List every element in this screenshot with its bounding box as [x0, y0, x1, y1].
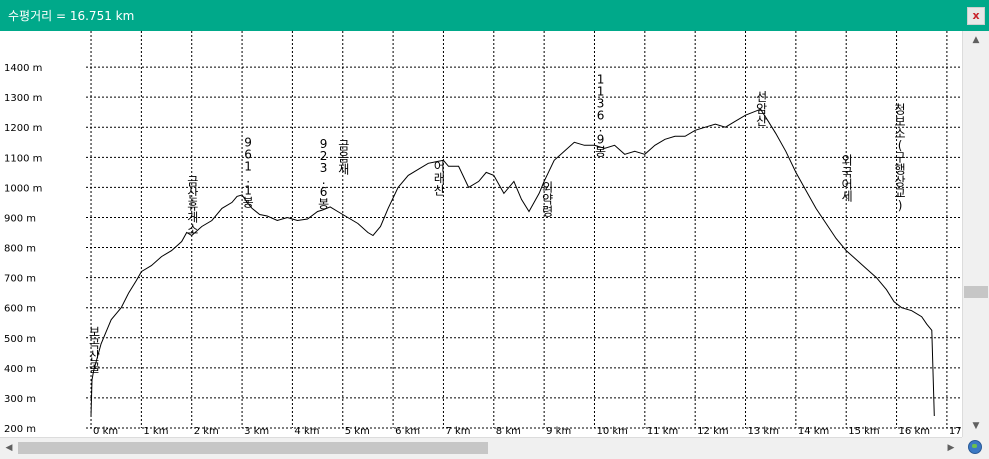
x-tick-label: 12 km: [697, 426, 728, 437]
x-tick-label: 1 km: [143, 426, 168, 437]
x-tick-label: 2 km: [194, 426, 219, 437]
x-tick-label: 5 km: [345, 426, 370, 437]
window-title: 수평거리 = 16.751 km: [8, 9, 135, 23]
x-tick-label: 17 km: [949, 426, 962, 437]
x-tick-label: 7 km: [445, 426, 470, 437]
elevation-profile-svg: 200 m 300 m 400 m 500 m 600 m 700 m 800 m 900 m…: [4, 31, 962, 437]
x-tick-label: 14 km: [798, 426, 829, 437]
peak-annotation: 청 보 소(구 행 상 교): [895, 102, 906, 212]
elevation-profile-chart: 200 m 300 m 400 m 500 m 600 m 700 m 800 m 900 m…: [0, 31, 962, 437]
window-titlebar: 수평거리 = 16.751 km x: [0, 0, 989, 31]
x-tick-label: 6 km: [395, 426, 420, 437]
vertical-scrollbar[interactable]: ▲ ▼: [962, 31, 989, 437]
globe-icon[interactable]: [968, 440, 982, 454]
vertical-scroll-thumb[interactable]: [964, 286, 988, 298]
y-tick-label: 200 m: [4, 424, 36, 435]
x-tick-label: 9 km: [546, 426, 571, 437]
y-tick-label: 800 m: [4, 244, 36, 255]
x-tick-label: 15 km: [848, 426, 879, 437]
x-tick-label: 0 km: [93, 426, 118, 437]
close-button[interactable]: x: [967, 7, 985, 25]
y-tick-label: 300 m: [4, 394, 36, 405]
x-tick-label: 13 km: [748, 426, 779, 437]
scroll-down-arrow-icon[interactable]: ▼: [972, 421, 980, 431]
y-tick-label: 900 m: [4, 213, 36, 224]
elevation-profile-line: [90, 108, 935, 417]
x-tick-label: 11 km: [647, 426, 678, 437]
y-tick-label: 1300 m: [4, 93, 42, 104]
scroll-left-arrow-icon[interactable]: ◀: [5, 443, 13, 453]
y-tick-label: 700 m: [4, 274, 36, 285]
scroll-right-arrow-icon[interactable]: ▶: [947, 443, 955, 453]
x-tick-label: 10 km: [596, 426, 627, 437]
y-tick-label: 1400 m: [4, 63, 42, 74]
y-tick-label: 600 m: [4, 304, 36, 315]
y-tick-label: 400 m: [4, 364, 36, 375]
close-icon: x: [972, 9, 980, 22]
scroll-corner: [962, 437, 989, 459]
x-tick-label: 4 km: [294, 426, 319, 437]
x-tick-label: 16 km: [899, 426, 930, 437]
horizontal-scroll-thumb[interactable]: [18, 442, 488, 454]
x-tick-label: 8 km: [496, 426, 521, 437]
y-tick-label: 1000 m: [4, 183, 42, 194]
x-tick-label: 3 km: [244, 426, 269, 437]
scroll-up-arrow-icon[interactable]: ▲: [972, 35, 980, 45]
y-tick-label: 1200 m: [4, 123, 42, 134]
y-tick-label: 1100 m: [4, 153, 42, 164]
horizontal-scrollbar[interactable]: ◀ ▶: [0, 437, 962, 459]
y-tick-label: 500 m: [4, 334, 36, 345]
